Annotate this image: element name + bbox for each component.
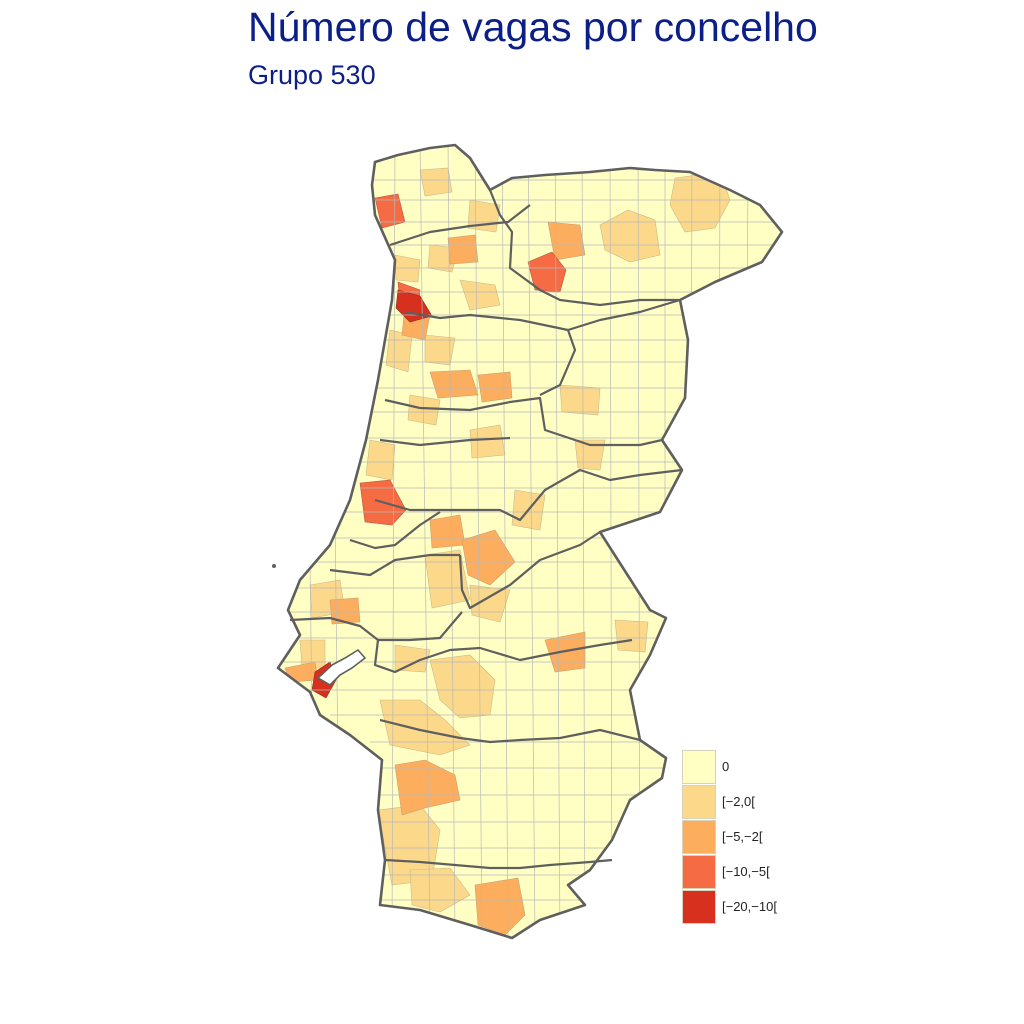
municipality-patch	[394, 254, 421, 283]
legend-label: 0	[722, 759, 730, 774]
municipality-patch	[599, 209, 661, 263]
map-title: Número de vagas por concelho	[248, 4, 818, 50]
legend-item-2: [−5,−2[	[682, 820, 822, 856]
municipality-patch	[547, 221, 586, 261]
legend-label: [−5,−2[	[722, 829, 763, 844]
municipality-patch	[424, 549, 471, 609]
municipality-patch	[614, 619, 649, 653]
municipality-patch	[379, 699, 471, 756]
legend-swatch	[682, 750, 716, 784]
legend-label: [−20,−10[	[722, 899, 777, 914]
municipality-patch	[429, 514, 466, 549]
municipality-patch	[559, 384, 601, 416]
municipality-patch	[394, 759, 461, 816]
municipality-patch	[574, 439, 606, 471]
berlengas-island	[272, 564, 276, 568]
municipality-patch	[469, 424, 506, 459]
legend-swatch	[682, 855, 716, 889]
legend-item-0: 0	[682, 750, 822, 786]
district-borders	[289, 189, 683, 870]
municipality-patch	[424, 334, 456, 366]
municipality-patch	[365, 439, 396, 481]
municipality-patch	[329, 597, 361, 625]
legend-item-4: [−20,−10[	[682, 890, 822, 926]
tagus-estuary	[316, 648, 367, 687]
municipality-patch	[474, 877, 526, 936]
country-outline	[276, 143, 784, 940]
municipality-patch	[461, 529, 516, 586]
legend-swatch	[682, 890, 716, 924]
class-5-municipalities	[284, 221, 586, 936]
legend-item-3: [−10,−5[	[682, 855, 822, 891]
municipality-patch	[477, 371, 513, 403]
municipality-patch	[459, 279, 501, 311]
municipality-patch	[407, 394, 441, 426]
municipality-patch	[447, 234, 479, 265]
municipality-patch	[419, 167, 453, 197]
municipality-patch	[429, 369, 479, 399]
legend-label: [−10,−5[	[722, 864, 770, 879]
map-subtitle: Grupo 530	[248, 60, 376, 90]
legend-item-1: [−2,0[	[682, 785, 822, 821]
legend-swatch	[682, 785, 716, 819]
legend-swatch	[682, 820, 716, 854]
legend-label: [−2,0[	[722, 794, 755, 809]
